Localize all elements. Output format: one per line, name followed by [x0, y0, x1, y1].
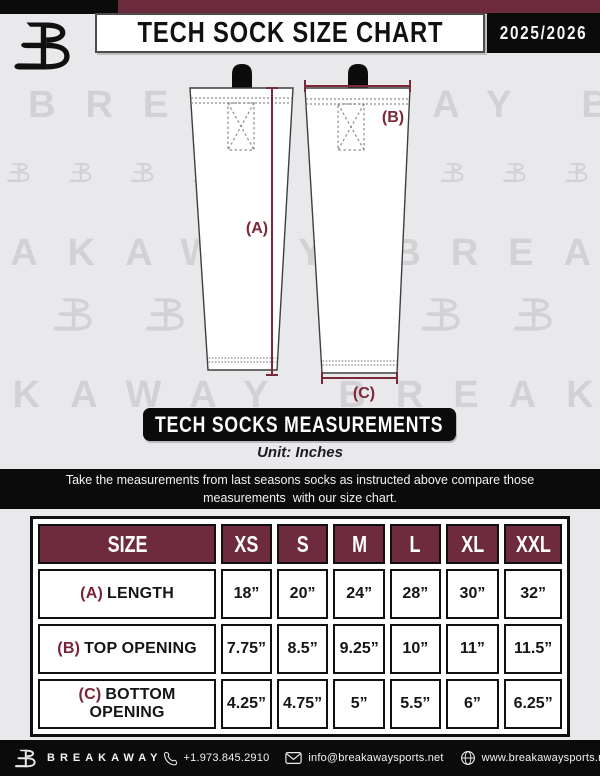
measure-line-a: [266, 87, 278, 376]
column-header-label: XXL: [515, 530, 551, 557]
cell-value: 11.5”: [504, 624, 562, 674]
size-table: SIZE XS S M L XL XXL (A) LENGTH 18” 20” 2…: [30, 516, 570, 737]
breakaway-logo-icon: [6, 160, 32, 185]
sock-diagram: (A) (B) (C): [189, 64, 411, 402]
row-prefix: (A): [80, 585, 103, 602]
breakaway-logo-icon: [502, 160, 528, 185]
sock-back: (B) (C): [304, 64, 411, 402]
footer-website[interactable]: www.breakawaysports.net: [460, 750, 600, 766]
sock-hem-line: [322, 360, 397, 366]
breakaway-logo-icon: [12, 15, 76, 77]
sock-body: [304, 87, 411, 374]
cell-value: 20”: [276, 569, 329, 619]
cell-value: 32”: [504, 569, 562, 619]
row-label-text: BOTTOM OPENING: [89, 686, 176, 721]
footer-phone[interactable]: +1.973.845.2910: [163, 751, 270, 766]
table-header-row: SIZE XS S M L XL XXL: [38, 524, 562, 564]
measure-label-a: (A): [246, 220, 268, 237]
cell-value: 11”: [445, 624, 500, 674]
instruction-banner: Take the measurements from last seasons …: [0, 469, 600, 509]
row-label-top-opening: (B) TOP OPENING: [38, 624, 217, 674]
unit-label: Unit: Inches: [257, 444, 343, 461]
column-header-label: M: [351, 530, 367, 557]
cell-value: 8.5”: [276, 624, 329, 674]
sock-body: [189, 87, 294, 371]
cell-value: 6.25”: [504, 679, 562, 729]
footer-brand-group: BREAKAWAY: [14, 747, 163, 770]
header-strip-black: [0, 0, 118, 14]
page-title: TECH SOCK SIZE CHART: [137, 16, 443, 49]
measurements-banner: TECH SOCKS MEASUREMENTS: [143, 408, 456, 441]
row-prefix: (C): [78, 686, 102, 703]
column-header-label: XS: [234, 530, 259, 557]
cell-value: 4.75”: [276, 679, 329, 729]
phone-number[interactable]: +1.973.845.2910: [183, 752, 270, 764]
watermark-text-row: BREAKAWAY BREAKAWAY: [0, 232, 600, 274]
cell-value: 10”: [390, 624, 441, 674]
season-label: 2025/2026: [499, 22, 588, 43]
sock-stitch-line: [191, 97, 292, 104]
instruction-line-1: Take the measurements from last seasons …: [65, 472, 535, 487]
column-header-label: S: [296, 530, 309, 557]
column-header-s: S: [276, 524, 329, 564]
sock-tab: [348, 64, 368, 90]
measurements-banner-title: TECH SOCKS MEASUREMENTS: [155, 411, 444, 437]
footer: BREAKAWAY +1.973.845.2910 info@breakaway…: [0, 740, 600, 776]
cell-value: 28”: [390, 569, 441, 619]
sock-front: (A): [189, 64, 294, 376]
breakaway-logo-icon: [52, 294, 96, 335]
sock-tab: [232, 64, 252, 90]
table-row-length: (A) LENGTH 18” 20” 24” 28” 30” 32”: [38, 569, 562, 619]
phone-icon: [163, 751, 177, 765]
column-header-xl: XL: [445, 524, 500, 564]
cell-value: 24”: [333, 569, 386, 619]
measure-line-c: [321, 372, 398, 384]
row-label-bottom-opening: (C) BOTTOM OPENING: [38, 679, 217, 729]
breakaway-logo-icon: [564, 160, 590, 185]
sock-stitch-line: [306, 98, 409, 105]
column-header-xs: XS: [221, 524, 272, 564]
cell-value: 4.25”: [221, 679, 272, 729]
column-header-m: M: [333, 524, 386, 564]
sock-velcro-patch: [337, 103, 365, 151]
row-label-text: TOP OPENING: [84, 640, 197, 657]
instruction-line-2: measurements with our size chart.: [203, 491, 397, 505]
row-label-length: (A) LENGTH: [38, 569, 217, 619]
table-row-bottom-opening: (C) BOTTOM OPENING 4.25” 4.75” 5” 5.5” 6”…: [38, 679, 562, 729]
column-header-xxl: XXL: [504, 524, 562, 564]
title-banner: TECH SOCK SIZE CHART: [95, 13, 485, 53]
column-header-label: L: [409, 530, 421, 557]
cell-value: 18”: [221, 569, 272, 619]
cell-value: 7.75”: [221, 624, 272, 674]
measure-line-b: [304, 80, 411, 92]
breakaway-logo-icon: [68, 160, 94, 185]
column-header-l: L: [390, 524, 441, 564]
breakaway-logo-icon: [14, 747, 38, 770]
cell-value: 5.5”: [390, 679, 441, 729]
globe-icon: [460, 751, 475, 765]
cell-value: 9.25”: [333, 624, 386, 674]
header-strip-maroon: [118, 0, 600, 14]
breakaway-logo-icon: [512, 294, 556, 335]
cell-value: 5”: [333, 679, 386, 729]
website-url[interactable]: www.breakawaysports.net: [481, 752, 600, 764]
email-icon: [285, 752, 303, 764]
measure-label-c: (C): [353, 385, 375, 402]
email-address[interactable]: info@breakawaysports.net: [308, 752, 444, 764]
row-prefix: (B): [57, 640, 81, 657]
cell-value: 30”: [445, 569, 500, 619]
season-badge: 2025/2026: [487, 13, 600, 53]
sock-velcro-patch: [227, 102, 255, 151]
column-header-size: SIZE: [38, 524, 217, 564]
footer-brand: BREAKAWAY: [47, 752, 163, 764]
measure-label-b: (B): [382, 109, 404, 126]
footer-email[interactable]: info@breakawaysports.net: [285, 751, 443, 765]
row-label-text: LENGTH: [106, 585, 174, 602]
column-header-label: XL: [460, 530, 484, 557]
column-header-label: SIZE: [107, 530, 148, 557]
table-row-top-opening: (B) TOP OPENING 7.75” 8.5” 9.25” 10” 11” …: [38, 624, 562, 674]
cell-value: 6”: [445, 679, 500, 729]
